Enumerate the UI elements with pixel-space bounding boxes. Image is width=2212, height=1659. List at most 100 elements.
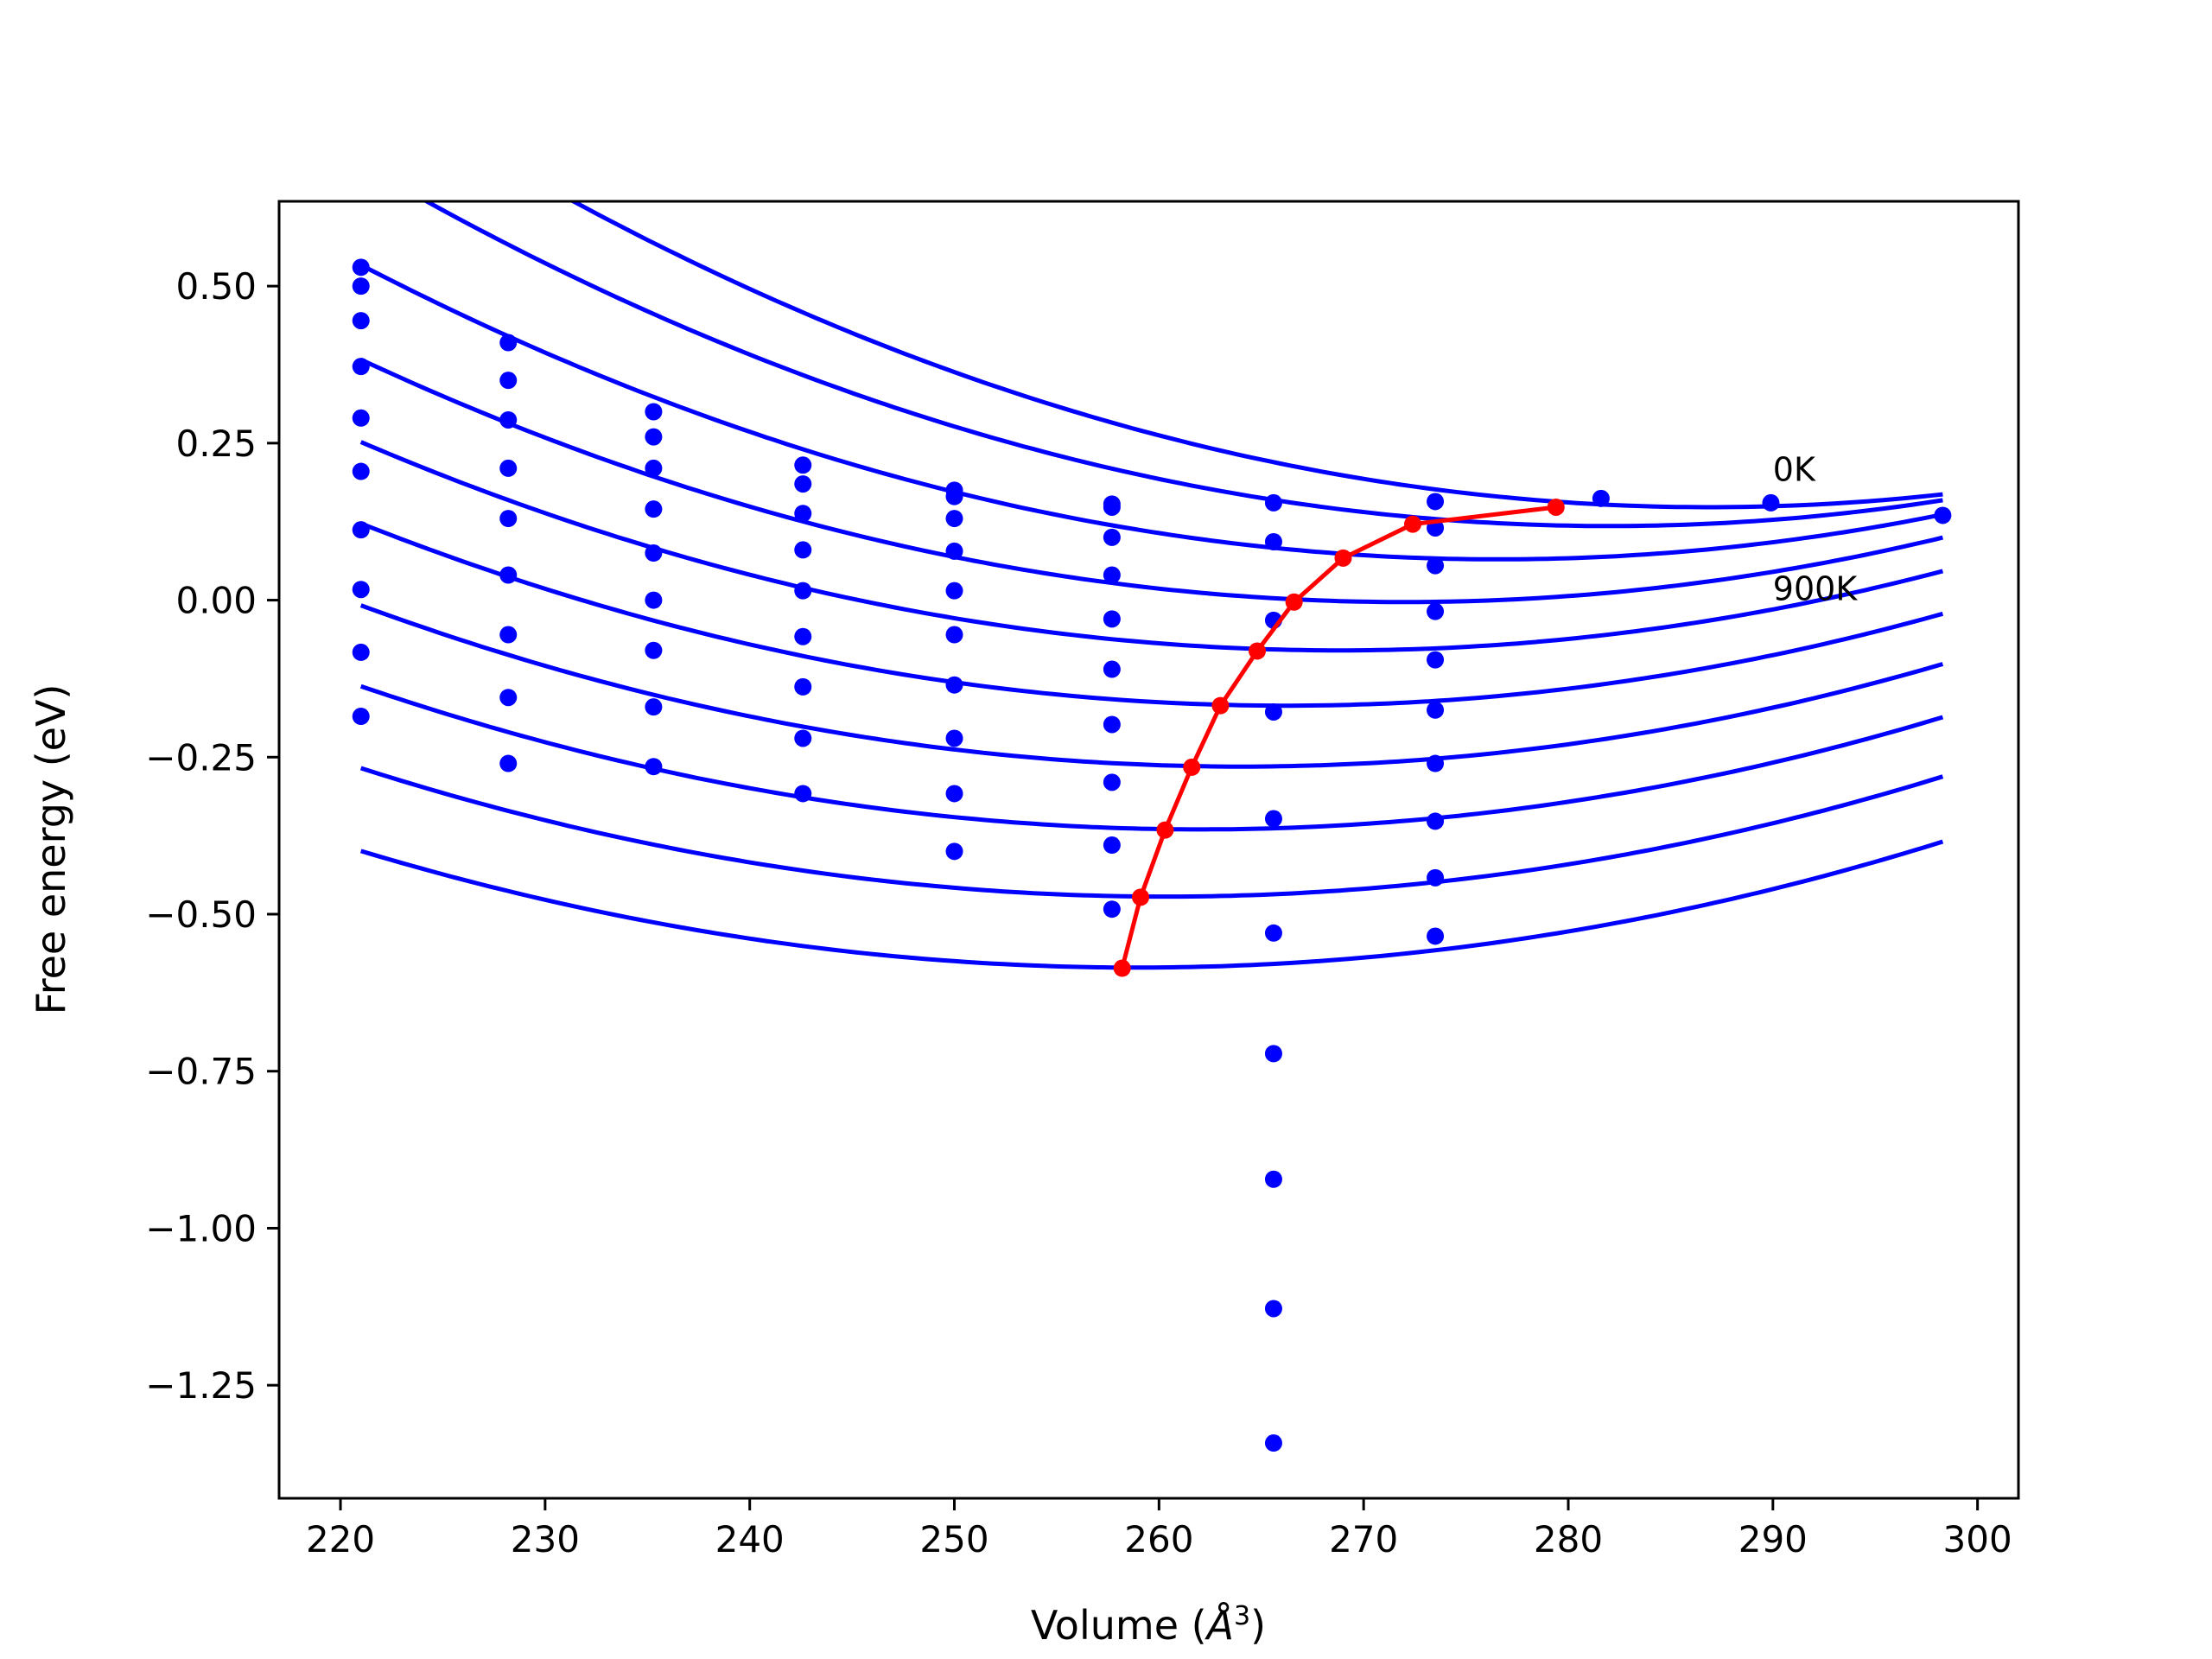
minima-point — [1132, 888, 1150, 906]
scatter-point — [1264, 1300, 1282, 1318]
fit-curve — [359, 766, 1944, 899]
y-tick-label: −0.50 — [145, 893, 257, 936]
scatter-point — [794, 505, 812, 523]
scatter-point — [1264, 1045, 1282, 1063]
scatter-point — [1427, 754, 1445, 772]
scatter-point — [794, 729, 812, 747]
fit-curve — [359, 521, 1944, 709]
scatter-point — [1427, 493, 1445, 511]
scatter-point — [352, 708, 370, 726]
scatter-point — [352, 409, 370, 427]
scatter-point — [945, 626, 963, 644]
minima-point — [1211, 696, 1230, 715]
scatter-point — [645, 698, 663, 716]
scatter-point — [1103, 715, 1121, 734]
scatter-point — [945, 785, 963, 803]
x-axis-label: Volume (Å3) — [1031, 1601, 1266, 1649]
scatter-point — [499, 566, 518, 584]
scatter-point — [499, 689, 518, 707]
temperature-annotation: 900K — [1773, 570, 1859, 608]
scatter-point — [352, 358, 370, 376]
scatter-point — [945, 842, 963, 861]
scatter-point — [1934, 506, 1952, 524]
scatter-point — [1427, 602, 1445, 620]
scatter-point — [1264, 810, 1282, 828]
y-tick-label: −0.75 — [145, 1051, 257, 1093]
fit-curve — [359, 263, 1943, 562]
y-tick-label: 0.00 — [175, 580, 257, 622]
scatter-point — [1427, 812, 1445, 830]
scatter-point — [1103, 836, 1121, 855]
scatter-point — [1103, 660, 1121, 678]
scatter-point — [352, 462, 370, 480]
scatter-point — [945, 729, 963, 747]
scatter-point — [499, 410, 518, 429]
minima-point — [1547, 498, 1565, 516]
y-tick-label: 0.50 — [175, 265, 257, 308]
scatter-points — [352, 258, 1952, 1452]
scatter-point — [499, 754, 518, 772]
x-tick-label: 250 — [919, 1518, 988, 1560]
y-tick-label: −1.25 — [145, 1364, 257, 1407]
scatter-point — [1427, 651, 1445, 669]
scatter-point — [352, 521, 370, 539]
scatter-point — [1427, 701, 1445, 719]
scatter-point — [645, 428, 663, 446]
scatter-point — [499, 626, 518, 644]
scatter-point — [1103, 566, 1121, 584]
scatter-point — [645, 544, 663, 563]
scatter-point — [1427, 927, 1445, 945]
axis-ticks: 220 230 240 250 260 270 280 290 300 0.50 0.25 0.00 −… — [145, 265, 2012, 1560]
minima-line — [1120, 505, 1557, 969]
scatter-point — [1264, 924, 1282, 942]
fit-curve — [359, 683, 1944, 832]
minima-point — [1334, 549, 1352, 567]
scatter-point — [645, 403, 663, 421]
scatter-point — [499, 510, 518, 528]
scatter-point — [1103, 610, 1121, 628]
scatter-point — [1264, 493, 1282, 512]
scatter-point — [1103, 498, 1121, 516]
scatter-point — [945, 582, 963, 600]
y-tick-label: −0.25 — [145, 736, 257, 779]
scatter-point — [945, 542, 963, 560]
scatter-point — [794, 475, 812, 493]
scatter-point — [1427, 556, 1445, 575]
minima-point — [1113, 959, 1131, 977]
minima-point — [1249, 642, 1267, 660]
scatter-point — [794, 677, 812, 696]
scatter-point — [794, 541, 812, 559]
scatter-point — [352, 581, 370, 599]
scatter-point — [352, 277, 370, 296]
fit-curve — [359, 357, 1943, 605]
temperature-annotation: 0K — [1773, 450, 1816, 488]
scatter-point — [645, 641, 663, 659]
x-tick-label: 290 — [1738, 1518, 1808, 1560]
scatter-point — [1762, 493, 1780, 512]
fit-curve — [359, 440, 1944, 653]
scatter-point — [1264, 1434, 1282, 1452]
scatter-point — [1592, 489, 1610, 507]
x-tick-label: 260 — [1124, 1518, 1193, 1560]
scatter-point — [794, 785, 812, 803]
scatter-point — [499, 372, 518, 390]
y-axis-label: Free energy (eV) — [28, 684, 74, 1015]
scatter-point — [352, 312, 370, 330]
minima-point — [1183, 758, 1201, 776]
scatter-point — [1103, 528, 1121, 546]
scatter-point — [645, 459, 663, 477]
x-tick-label: 240 — [715, 1518, 785, 1560]
scatter-point — [1264, 702, 1282, 721]
scatter-point — [645, 591, 663, 609]
y-tick-label: −1.00 — [145, 1207, 257, 1249]
scatter-point — [1264, 532, 1282, 550]
scatter-point — [945, 510, 963, 528]
scatter-point — [945, 676, 963, 694]
scatter-point — [352, 643, 370, 661]
scatter-point — [794, 627, 812, 645]
scatter-point — [1103, 773, 1121, 791]
scatter-point — [794, 456, 812, 474]
scatter-point — [1103, 900, 1121, 918]
scatter-point — [1264, 1170, 1282, 1188]
scatter-point — [352, 258, 370, 276]
